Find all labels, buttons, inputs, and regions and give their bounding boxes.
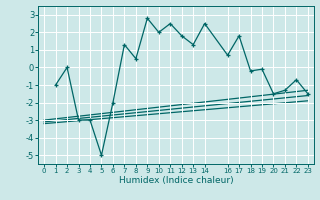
X-axis label: Humidex (Indice chaleur): Humidex (Indice chaleur) <box>119 176 233 185</box>
